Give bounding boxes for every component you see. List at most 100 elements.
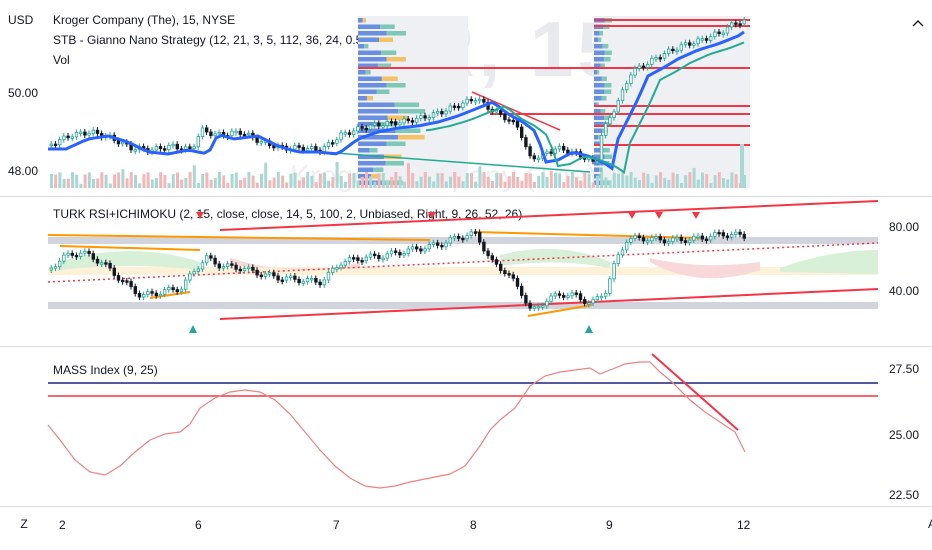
- rsi-candle-body: [427, 243, 431, 250]
- volume-bar: [243, 177, 247, 188]
- rsi-candle-body: [604, 292, 608, 297]
- candle-body: [709, 36, 713, 41]
- volume-bar: [209, 179, 213, 188]
- rsi-candle-body: [402, 253, 406, 256]
- volume-bar: [554, 172, 557, 188]
- candle-body: [62, 135, 66, 141]
- volume-bar: [558, 173, 562, 188]
- candle-body: [314, 146, 318, 151]
- volume-bar: [503, 181, 507, 188]
- collapse-pane-button[interactable]: [906, 12, 930, 36]
- rsi-candle-body: [267, 272, 272, 275]
- rsi-candle-body: [557, 293, 562, 296]
- rsi-candle-body: [730, 234, 734, 238]
- ichimoku-cloud-4: [650, 258, 760, 279]
- volume-profile-box-2: [594, 16, 750, 188]
- volume-profile-bar: [364, 44, 369, 49]
- volume-bar: [541, 172, 545, 188]
- strategy-legend[interactable]: STB - Gianno Nano Strategy (12, 21, 3, 5…: [53, 33, 403, 47]
- candle-body: [79, 131, 83, 134]
- rsi-candle-body: [410, 246, 415, 250]
- sell-signal-marker-3: [628, 212, 636, 219]
- volume-profile-bar: [358, 37, 380, 42]
- rsi-candle-body: [79, 252, 83, 257]
- volume-bar: [268, 180, 272, 188]
- volume-bar: [545, 177, 549, 188]
- channel-upper-line: [219, 200, 879, 231]
- volume-legend[interactable]: Vol: [53, 53, 70, 67]
- chevron-up-icon: [912, 20, 924, 27]
- mass-index-legend[interactable]: MASS Index (9, 25): [53, 363, 158, 377]
- rsi-candle-body: [381, 257, 385, 261]
- rsi-candle-body: [129, 281, 133, 287]
- rsi-candle-body: [528, 302, 532, 309]
- volume-profile-bar: [358, 44, 365, 49]
- time-label-7: 7: [333, 518, 340, 532]
- rsi-candle-body: [133, 286, 137, 294]
- volume-bar: [352, 172, 356, 188]
- volume-bar: [499, 173, 503, 188]
- volume-profile-bar: [594, 154, 605, 159]
- rsi-pane-chart[interactable]: [0, 196, 932, 346]
- zoom-toggle-button[interactable]: Z: [20, 517, 28, 531]
- volume-bar: [474, 181, 478, 188]
- volume-profile-bar: [604, 122, 612, 127]
- volume-bar: [331, 177, 335, 188]
- volume-profile-bar: [600, 63, 605, 68]
- candle-body: [545, 151, 549, 154]
- candle-body: [393, 121, 398, 126]
- volume-profile-bar: [371, 174, 380, 179]
- mass-index-pane-chart[interactable]: [0, 346, 932, 506]
- candle-body: [188, 146, 192, 150]
- volume-profile-bar: [597, 70, 600, 75]
- rsi-candle-body: [368, 253, 373, 258]
- rsi-ichimoku-legend[interactable]: TURK RSI+ICHIMOKU (2, 15, close, close, …: [53, 207, 523, 221]
- volume-bar: [671, 172, 675, 188]
- rsi-candle-body: [498, 263, 503, 271]
- volume-profile-bar: [594, 31, 600, 36]
- rsi-candle-body: [738, 231, 742, 235]
- volume-bar: [184, 177, 188, 188]
- volume-bar: [285, 182, 289, 188]
- rsi-candle-body: [246, 266, 251, 270]
- candle-body: [734, 22, 738, 25]
- price-pane-chart[interactable]: [0, 0, 932, 195]
- candle-body: [53, 143, 58, 146]
- candle-body: [599, 135, 604, 162]
- volume-profile-bar: [604, 83, 612, 88]
- candle-body: [255, 137, 259, 143]
- auto-scale-button[interactable]: A: [927, 517, 932, 531]
- volume-profile-bar: [594, 63, 601, 68]
- volume-profile-bar: [379, 37, 394, 42]
- candle-body: [473, 100, 478, 103]
- symbol-legend[interactable]: Kroger Company (The), 15, NYSE: [53, 13, 236, 27]
- candle-body: [646, 63, 650, 68]
- volume-profile-bar: [358, 122, 381, 127]
- channel-lower-line: [219, 288, 879, 320]
- volume-profile-bar: [362, 18, 366, 23]
- rsi-candle-body: [570, 292, 574, 297]
- candle-body: [246, 132, 251, 136]
- volume-profile-bar: [594, 96, 602, 101]
- volume-bar: [108, 183, 112, 188]
- mass-index-line: [47, 361, 746, 489]
- volume-profile-bar: [385, 161, 404, 166]
- volume-bar: [87, 172, 91, 188]
- mass-tick-22-50: 22.50: [889, 488, 920, 502]
- rsi-candle-body: [406, 248, 410, 254]
- volume-bar: [633, 177, 637, 188]
- rsi-candle-body: [721, 232, 725, 237]
- volume-bar: [281, 175, 284, 188]
- rsi-candle-body: [423, 248, 427, 252]
- candle-body: [330, 142, 335, 145]
- rsi-candle-body: [717, 232, 721, 235]
- candle-body: [305, 148, 310, 152]
- rsi-candle-body: [221, 266, 226, 269]
- rsi-candle-body: [566, 295, 570, 298]
- volume-bar: [356, 180, 360, 188]
- rsi-candle-body: [230, 263, 234, 266]
- volume-profile-bar: [358, 89, 377, 94]
- volume-profile-bar: [594, 89, 605, 94]
- volume-bar: [390, 176, 394, 188]
- volume-profile-bar: [594, 167, 600, 172]
